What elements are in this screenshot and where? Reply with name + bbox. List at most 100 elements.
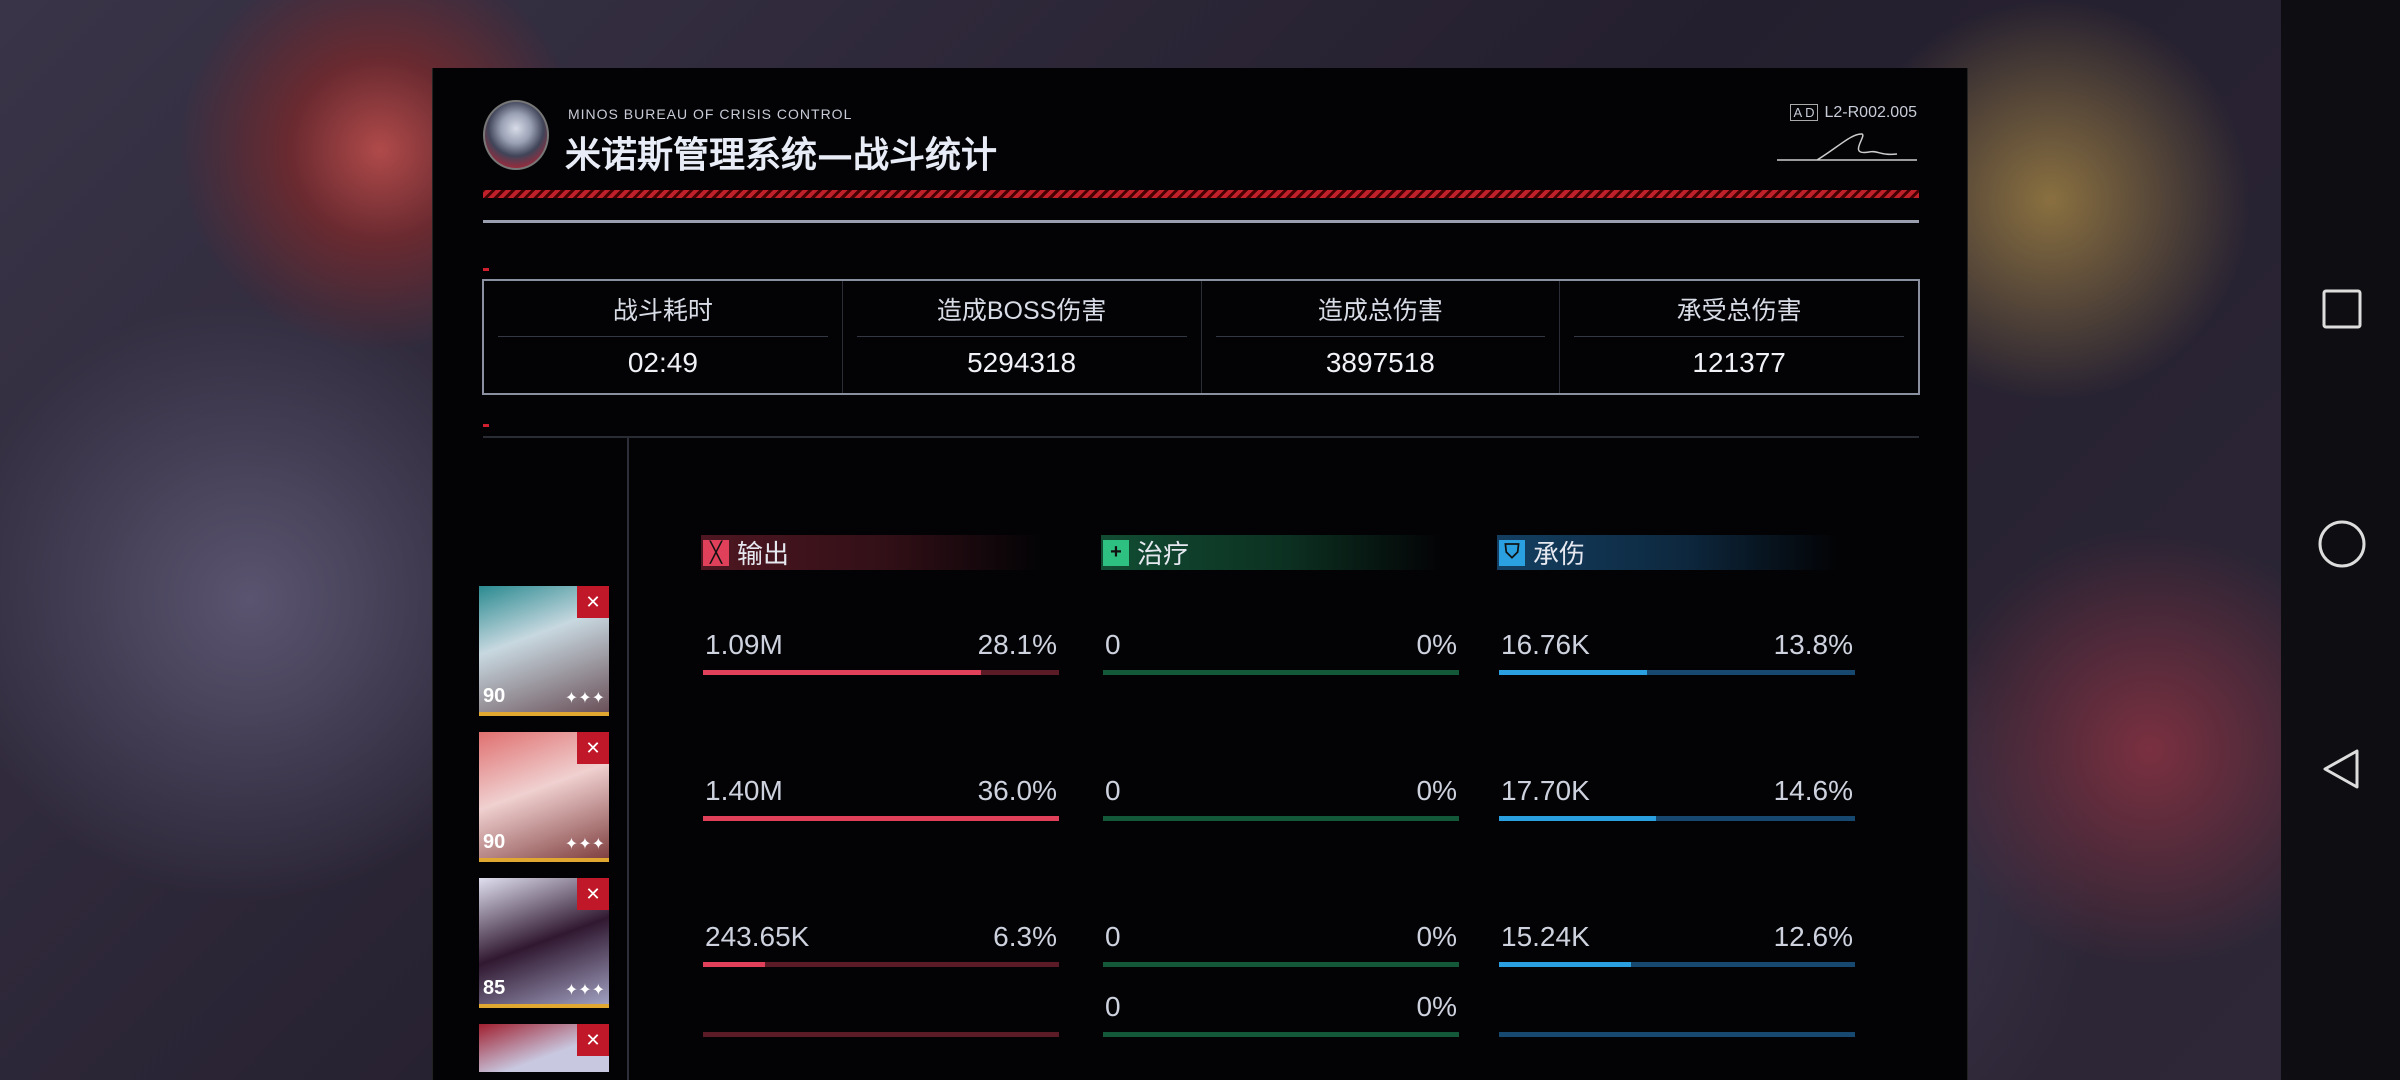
column-label: 承伤 xyxy=(1533,539,1586,569)
stat-amount: 0 xyxy=(1105,921,1121,952)
stat-amount: 0 xyxy=(1105,991,1121,1022)
stat-value: 121377 xyxy=(1692,347,1786,378)
divider xyxy=(483,220,1919,223)
system-nav-bar xyxy=(2281,0,2400,1080)
stat-label: 造成BOSS伤害 xyxy=(936,297,1107,325)
share-bar xyxy=(1499,962,1855,967)
stat-value: 3897518 xyxy=(1325,347,1435,378)
share-bar xyxy=(703,670,1059,675)
stat-amount: 16.76K xyxy=(1501,629,1590,660)
battle-stats-panel: MINOS BUREAU OF CRISIS CONTROL 米诺斯管理系统—战… xyxy=(432,68,1968,1080)
operator-level: 90 xyxy=(483,831,506,853)
stat-card: 战斗耗时 02:49 xyxy=(484,281,843,393)
stat-cell-tank xyxy=(1499,990,1855,1040)
stat-percent: 6.3% xyxy=(993,921,1057,952)
share-bar xyxy=(1103,1032,1459,1037)
stat-percent: 13.8% xyxy=(1773,629,1853,660)
stat-cell-heal: 0 0% xyxy=(1103,628,1459,678)
column-divider xyxy=(627,438,629,1080)
operator-avatar[interactable]: ✕ 85 ✦✦✦ xyxy=(479,878,609,1008)
stat-percent: 28.1% xyxy=(977,629,1057,660)
share-bar xyxy=(1103,816,1459,821)
share-bar xyxy=(1103,670,1459,675)
stat-value: 5294318 xyxy=(967,347,1077,378)
operator-stats-list[interactable]: ╳ 输出 + 治疗 ⛉ 承伤 ✕ 90 ✦✦✦ 1.09M 28.1% 0 0% 16.76K 13.8% ✕… xyxy=(433,438,1969,1080)
stat-amount: 17.70K xyxy=(1501,775,1590,806)
divider xyxy=(483,436,1919,438)
stat-percent: 0% xyxy=(1416,921,1457,952)
stat-percent: 0% xyxy=(1416,991,1457,1022)
stat-percent: 0% xyxy=(1416,629,1457,660)
stat-percent: 36.0% xyxy=(977,775,1057,806)
header-subtitle: MINOS BUREAU OF CRISIS CONTROL xyxy=(568,106,853,122)
share-bar-fill xyxy=(703,816,1059,821)
share-bar xyxy=(703,962,1059,967)
divider xyxy=(498,336,828,337)
stat-percent: 12.6% xyxy=(1773,921,1853,952)
class-icon: ✕ xyxy=(577,732,609,764)
share-bar xyxy=(703,816,1059,821)
stat-card: 承受总伤害 121377 xyxy=(1560,281,1918,393)
page-title: 米诺斯管理系统—战斗统计 xyxy=(565,134,998,176)
stat-amount: 1.09M xyxy=(705,629,783,660)
summary-stats: 战斗耗时 02:49 造成BOSS伤害 5294318 造成总伤害 3897518 承受总伤… xyxy=(482,279,1920,395)
signature-icon xyxy=(1777,133,1917,161)
home-icon[interactable] xyxy=(2317,519,2367,569)
operator-promotion: ✦✦✦ xyxy=(564,690,605,707)
stat-label: 战斗耗时 xyxy=(612,297,713,325)
stat-card: 造成BOSS伤害 5294318 xyxy=(843,281,1202,393)
share-bar xyxy=(1499,670,1855,675)
minos-logo xyxy=(483,100,549,170)
stat-percent: 14.6% xyxy=(1773,775,1853,806)
share-bar xyxy=(1499,1032,1855,1037)
column-header-tank: ⛉ 承伤 xyxy=(1497,535,1837,570)
stat-cell-damage: 1.40M 36.0% xyxy=(703,774,1059,824)
code-value: L2-R002.005 xyxy=(1824,104,1917,121)
class-icon: ✕ xyxy=(577,586,609,618)
share-bar-fill xyxy=(703,670,981,675)
sword-icon: ╳ xyxy=(703,539,729,566)
code-tag: A D xyxy=(1789,104,1819,121)
stat-amount: 243.65K xyxy=(705,921,810,952)
plus-icon: + xyxy=(1103,539,1129,566)
operator-level: 90 xyxy=(483,685,506,707)
stat-cell-damage: 243.65K 6.3% xyxy=(703,920,1059,970)
column-header-heal: + 治疗 xyxy=(1101,535,1441,570)
divider xyxy=(1574,336,1904,337)
column-label: 输出 xyxy=(737,539,790,569)
share-bar xyxy=(1499,816,1855,821)
stat-label: 造成总伤害 xyxy=(1317,297,1443,325)
stat-percent: 0% xyxy=(1416,775,1457,806)
stat-cell-heal: 0 0% xyxy=(1103,990,1459,1040)
document-code: A D L2-R002.005 xyxy=(1789,104,1917,122)
shield-icon: ⛉ xyxy=(1499,539,1525,566)
stat-cell-damage: 1.09M 28.1% xyxy=(703,628,1059,678)
share-bar-fill xyxy=(1499,670,1647,675)
operator-avatar[interactable]: ✕ xyxy=(479,1024,609,1072)
stat-amount: 1.40M xyxy=(705,775,783,806)
operator-promotion: ✦✦✦ xyxy=(564,836,605,853)
operator-promotion: ✦✦✦ xyxy=(564,982,605,999)
operator-level: 85 xyxy=(483,977,506,999)
divider xyxy=(1215,336,1546,337)
operator-avatar[interactable]: ✕ 90 ✦✦✦ xyxy=(479,732,609,862)
stat-card: 造成总伤害 3897518 xyxy=(1202,281,1561,393)
stat-label: 承受总伤害 xyxy=(1676,297,1802,325)
stat-cell-heal: 0 0% xyxy=(1103,774,1459,824)
class-icon: ✕ xyxy=(577,878,609,910)
hazard-stripe xyxy=(483,190,1919,198)
stat-cell-tank: 16.76K 13.8% xyxy=(1499,628,1855,678)
share-bar xyxy=(1103,962,1459,967)
report-tag xyxy=(483,268,493,272)
stat-cell-damage xyxy=(703,990,1059,1040)
back-icon[interactable] xyxy=(2321,748,2363,790)
recent-apps-icon[interactable] xyxy=(2321,288,2363,330)
column-header-damage: ╳ 输出 xyxy=(701,535,1041,570)
section-tag xyxy=(483,424,493,428)
stat-cell-heal: 0 0% xyxy=(1103,920,1459,970)
share-bar-fill xyxy=(1499,816,1656,821)
share-bar-fill xyxy=(1499,962,1631,967)
operator-avatar[interactable]: ✕ 90 ✦✦✦ xyxy=(479,586,609,716)
stat-amount: 0 xyxy=(1105,629,1121,660)
stat-cell-tank: 17.70K 14.6% xyxy=(1499,774,1855,824)
